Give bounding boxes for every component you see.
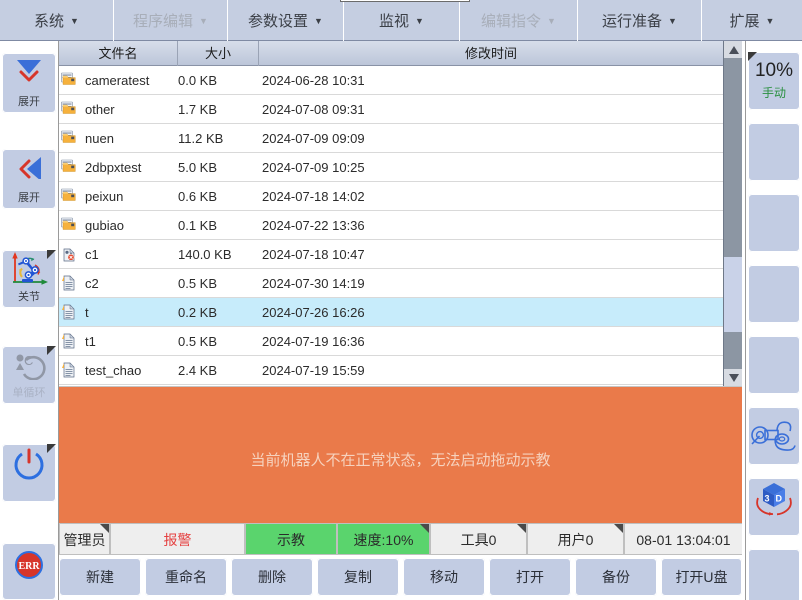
svg-text:ERR: ERR — [18, 561, 40, 572]
svg-text:D: D — [776, 494, 783, 504]
svg-text:3: 3 — [765, 494, 770, 504]
svg-text:C: C — [24, 353, 33, 368]
